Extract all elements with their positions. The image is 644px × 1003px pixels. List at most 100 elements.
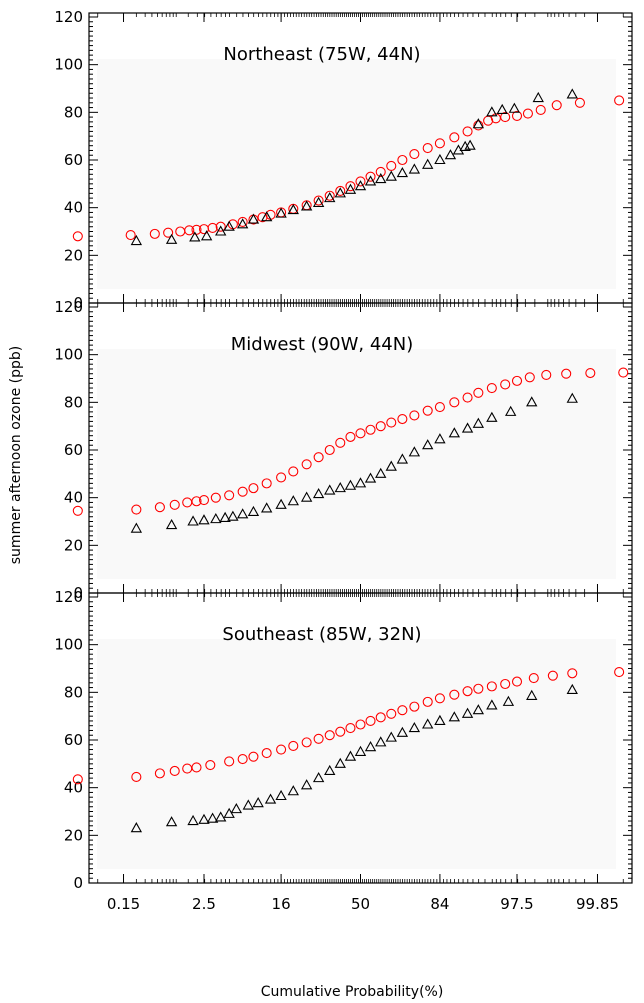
data-point-triangle [260, 502, 273, 513]
data-point-circle [288, 466, 299, 477]
data-point-triangle [364, 175, 377, 186]
data-point-triangle [496, 103, 508, 114]
data-point-circle [397, 154, 408, 166]
y-tick-label: 20 [64, 826, 83, 844]
data-point-circle [237, 216, 248, 228]
data-point-circle [198, 494, 210, 506]
data-point-circle [409, 148, 420, 160]
data-point-circle [449, 397, 460, 408]
data-point-triangle [287, 203, 299, 215]
data-point-triangle [260, 211, 273, 222]
y-tick-label: 120 [54, 298, 83, 316]
data-point-circle [473, 387, 484, 398]
data-point-triangle [385, 170, 397, 181]
data-point-circle [551, 100, 562, 111]
data-point-circle [207, 222, 218, 233]
data-point-triangle [354, 477, 367, 488]
data-point-triangle [312, 196, 325, 207]
data-point-triangle [210, 512, 222, 524]
data-point-circle [422, 696, 433, 707]
data-point-triangle [532, 91, 544, 103]
data-point-circle [248, 751, 259, 762]
y-tick-label: 80 [64, 393, 83, 411]
data-point-triangle [408, 446, 421, 457]
data-point-circle [237, 486, 248, 497]
panel-3: 0 20 40 60 80 100 120 Southeast (85W, 32N) [54, 588, 633, 892]
data-point-circle [237, 754, 248, 765]
data-point-triangle [354, 745, 367, 756]
data-point-circle [535, 104, 546, 115]
data-point-circle [355, 719, 366, 730]
data-point-circle [541, 369, 552, 380]
panel-2: 0 20 40 60 80 100 120 Midwest (90W, 44N) [54, 298, 633, 602]
x-tick-label: 84 [430, 895, 449, 913]
data-point-triangle [300, 200, 313, 211]
series-red-circles [72, 667, 625, 785]
data-point-circle [486, 681, 497, 692]
data-point-triangle [287, 785, 299, 796]
data-point-circle [500, 678, 511, 690]
data-point-triangle [344, 479, 357, 490]
data-point-circle [149, 228, 160, 239]
data-point-triangle [300, 491, 313, 502]
data-point-circle [248, 483, 259, 494]
data-point-triangle [566, 683, 578, 694]
data-point-triangle [165, 816, 178, 827]
data-point-triangle [334, 757, 346, 768]
x-tick-label: 99.85 [576, 895, 619, 913]
y-tick-label: 60 [64, 151, 83, 169]
data-point-triangle [344, 183, 357, 194]
data-point-circle [131, 771, 142, 782]
data-point-triangle [486, 106, 498, 117]
data-point-circle [449, 132, 460, 143]
data-point-triangle [324, 192, 336, 203]
data-point-triangle [375, 736, 387, 747]
y-tick-label: 100 [54, 346, 83, 364]
data-point-circle [261, 478, 272, 489]
data-point-circle [163, 227, 174, 238]
y-tick-label: 80 [64, 683, 83, 701]
x-tick-label: 97.5 [500, 895, 533, 913]
data-point-triangle [200, 230, 213, 241]
data-point-triangle [324, 484, 336, 495]
data-point-circle [528, 672, 539, 684]
data-point-circle [422, 405, 433, 416]
data-point-triangle [275, 498, 287, 509]
data-point-triangle [375, 467, 387, 478]
data-point-circle [154, 768, 165, 779]
data-point-circle [574, 97, 585, 108]
data-point-circle [125, 230, 136, 241]
data-point-circle [500, 112, 511, 123]
data-point-triangle [275, 207, 287, 218]
data-point-triangle [448, 427, 461, 438]
plot-background [97, 349, 616, 579]
data-point-triangle [408, 163, 421, 174]
data-point-triangle [219, 511, 231, 522]
data-point-triangle [236, 508, 249, 519]
data-point-triangle [508, 102, 521, 113]
y-tick-label: 100 [54, 636, 83, 654]
data-point-circle [276, 744, 287, 755]
data-point-triangle [422, 158, 434, 169]
data-point-circle [614, 95, 625, 106]
x-tick-label: 50 [351, 895, 370, 913]
data-point-circle [224, 756, 235, 767]
data-point-circle [365, 424, 376, 435]
data-point-triangle [334, 187, 346, 198]
data-point-circle [462, 392, 473, 403]
data-point-circle [345, 431, 356, 442]
data-point-triangle [223, 220, 235, 231]
data-point-circle [511, 676, 523, 687]
data-point-triangle [364, 741, 377, 752]
data-point-triangle [189, 231, 201, 242]
data-point-circle [365, 171, 376, 182]
y-tick-label: 40 [64, 199, 83, 217]
data-point-triangle [264, 793, 277, 804]
data-point-circle [335, 437, 346, 448]
data-point-circle [547, 670, 558, 681]
data-point-circle [434, 693, 445, 704]
data-point-circle [301, 737, 312, 748]
data-point-triangle [312, 772, 325, 783]
data-point-triangle [422, 439, 434, 450]
data-point-circle [335, 185, 346, 197]
